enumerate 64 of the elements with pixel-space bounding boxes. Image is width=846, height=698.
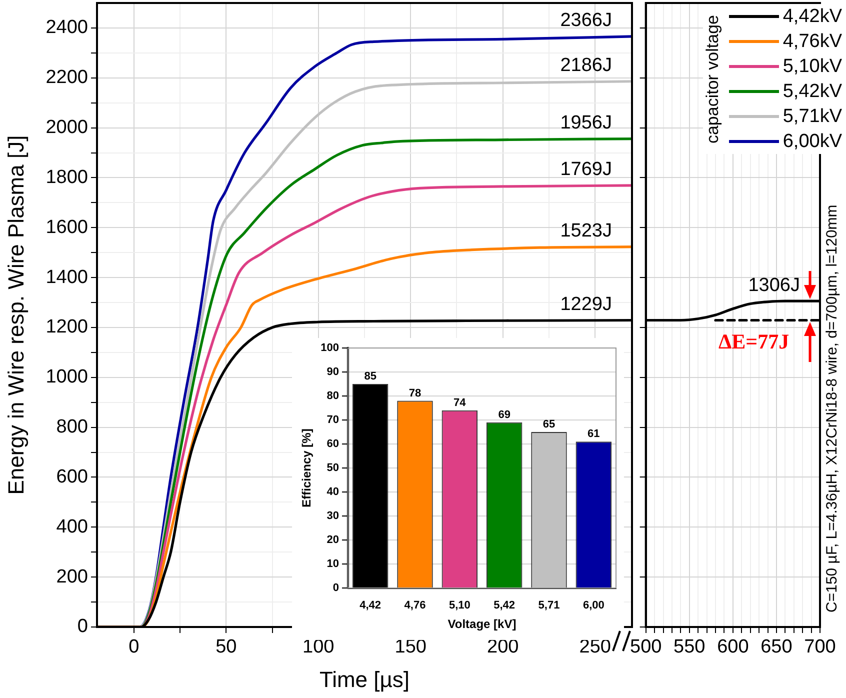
y-tick-label: 600 (56, 466, 88, 488)
x-tick-label: 650 (760, 636, 792, 658)
y-tick-label: 0 (77, 616, 88, 638)
y-tick-label: 70 (326, 414, 339, 426)
data-label: 1306J (748, 274, 800, 296)
legend-label: 4,76kV (782, 30, 842, 52)
y-tick-label: 30 (326, 510, 339, 522)
x-tick-label: 4,42 (360, 600, 382, 612)
y-tick-label: 1800 (46, 166, 88, 188)
y-tick-label: 1000 (46, 366, 88, 388)
y-tick-label: 2200 (46, 67, 88, 88)
x-axis-title: Voltage [kV] (448, 617, 516, 632)
x-tick-label: 4,76 (404, 600, 426, 612)
y-tick-label: 1400 (46, 266, 88, 288)
annotation: ΔE=77J (718, 330, 790, 354)
legend-title: capacitor voltage (702, 14, 723, 144)
y-tick-label: 90 (326, 366, 339, 378)
x-tick-label: 600 (717, 636, 749, 658)
y-tick-label: 80 (326, 390, 339, 402)
legend-label: 5,42kV (782, 80, 842, 102)
y-tick-label: 60 (326, 438, 339, 450)
y-tick-label: 2000 (46, 117, 88, 138)
y-tick-label: 0 (332, 582, 339, 594)
legend-label: 5,71kV (782, 106, 842, 128)
data-label: 1956J (560, 112, 612, 134)
x-tick-label: 6,00 (582, 600, 604, 612)
x-tick-label: 700 (804, 636, 836, 658)
data-label: 1229J (560, 294, 612, 315)
y-tick-label: 1600 (46, 216, 88, 238)
y-tick-label: 2400 (46, 17, 88, 38)
x-tick-label: 5,71 (538, 600, 560, 612)
data-label: 78 (408, 387, 422, 400)
x-tick-label: 5,42 (494, 600, 516, 612)
y-tick-label: 1200 (46, 316, 88, 338)
y-tick-label: 20 (326, 534, 339, 546)
y-tick-label: 10 (326, 558, 339, 570)
y-tick-label: 100 (320, 342, 339, 354)
data-label: 69 (498, 408, 510, 421)
legend-label: 6,00kV (782, 130, 842, 152)
y-axis-title: Energy in Wire resp. Wire Plasma [J] (3, 135, 28, 495)
data-label: 2366J (560, 10, 612, 32)
data-label: 74 (454, 396, 467, 409)
y-tick-label: 400 (56, 516, 88, 538)
x-tick-label: 500 (630, 636, 662, 658)
x-axis-title: Time [µs] (319, 666, 410, 692)
legend-label: 4,42kV (782, 6, 842, 28)
data-label: 1769J (560, 159, 612, 180)
data-label: 65 (542, 418, 556, 431)
y-tick-label: 200 (56, 566, 88, 588)
y-tick-label: 50 (326, 462, 339, 474)
y-tick-label: 800 (56, 416, 88, 438)
data-label: 1523J (560, 220, 612, 242)
x-tick-label: 200 (487, 636, 519, 658)
y-tick-label: 40 (326, 486, 339, 498)
data-label: 85 (364, 370, 376, 383)
data-label: 2186J (560, 55, 612, 76)
text: C=150 µF, L=4.36µH, X12CrNi18-8 wire, d=700µm, l=120mm (824, 204, 841, 612)
x-tick-label: 50 (216, 636, 237, 658)
legend-label: 5,10kV (782, 56, 842, 78)
x-tick-label: 550 (674, 636, 706, 658)
x-tick-label: 0 (128, 636, 140, 658)
y-axis-title: Efficiency [%] (300, 428, 314, 508)
data-label: 61 (588, 428, 600, 440)
x-tick-label: 5,10 (448, 600, 470, 612)
